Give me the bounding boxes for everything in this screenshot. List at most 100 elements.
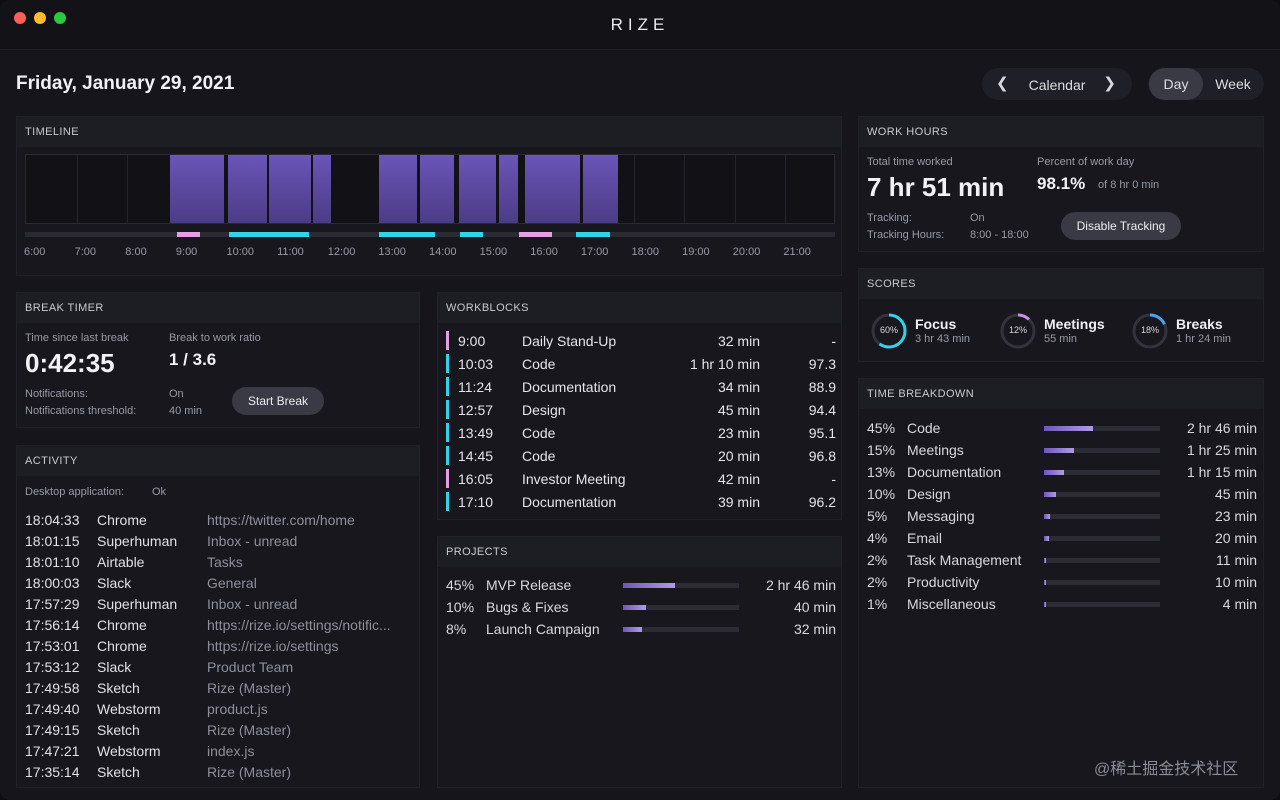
score-ring-fill [871,313,907,349]
breakdown-row[interactable]: 10% Design 45 min [859,486,1263,506]
breakdown-bar-fill [1044,448,1074,453]
timeline-activity-block[interactable] [582,155,619,223]
timeline-chart[interactable] [25,154,835,224]
workblock-row[interactable]: 13:49 Code 23 min 95.1 [438,423,842,443]
breakdown-percent: 4% [867,530,888,546]
activity-row[interactable]: 17:49:58 Sketch Rize (Master) [17,680,419,700]
breakdown-row[interactable]: 1% Miscellaneous 4 min [859,596,1263,616]
score-item-focus[interactable]: 60% Focus 3 hr 43 min [871,313,991,351]
workblocks-title: WORKBLOCKS [438,293,841,323]
watermark: @稀土掘金技术社区 [1094,761,1239,778]
timeline-workblock-marker[interactable] [229,232,286,237]
timeline-activity-block[interactable] [524,155,581,223]
timeline-gridline [684,155,686,223]
project-row[interactable]: 10% Bugs & Fixes 40 min [438,599,842,619]
breakdown-row[interactable]: 15% Meetings 1 hr 25 min [859,442,1263,462]
activity-row[interactable]: 17:49:40 Webstorm product.js [17,701,419,721]
timeline-workblock-marker[interactable] [176,232,200,237]
activity-row[interactable]: 17:56:14 Chrome https://rize.io/settings/n… [17,617,419,637]
score-item-breaks[interactable]: 18% Breaks 1 hr 24 min [1132,313,1252,351]
workblock-name: Code [522,425,556,441]
workblock-row[interactable]: 16:05 Investor Meeting 42 min - [438,469,842,489]
breakdown-row[interactable]: 2% Task Management 11 min [859,552,1263,572]
project-row[interactable]: 45% MVP Release 2 hr 46 min [438,577,842,597]
notifications-value: On [169,388,184,400]
project-row[interactable]: 8% Launch Campaign 32 min [438,621,842,641]
timeline-workblock-marker[interactable] [379,232,413,237]
activity-row[interactable]: 17:53:12 Slack Product Team [17,659,419,679]
activity-time: 17:49:58 [25,680,80,696]
timeline-tick-label: 15:00 [479,246,508,258]
timeline-activity-block[interactable] [170,155,225,223]
breakdown-bar-fill [1044,470,1064,475]
breakdown-row[interactable]: 4% Email 20 min [859,530,1263,550]
timeline-workblock-marker[interactable] [518,232,553,237]
score-time: 3 hr 43 min [915,333,971,345]
activity-app: Airtable [97,554,145,570]
timeline-workblock-marker[interactable] [575,232,610,237]
start-break-button[interactable]: Start Break [232,387,324,415]
activity-detail: https://rize.io/settings/notific... [207,617,391,633]
score-item-meetings[interactable]: 12% Meetings 55 min [1000,313,1120,351]
activity-app: Webstorm [97,701,161,717]
breakdown-bar-fill [1044,514,1050,519]
disable-tracking-button[interactable]: Disable Tracking [1061,212,1181,240]
timeline-workblock-marker[interactable] [278,232,310,237]
close-window-button[interactable] [14,12,26,24]
activity-row[interactable]: 17:35:14 Sketch Rize (Master) [17,764,419,784]
workblock-score: - [831,471,836,487]
timeline-activity-block[interactable] [499,155,519,223]
timeline-panel: TIMELINE 6:00 7:00 8:00 9:00 10:00 11:00 12:00… [16,116,842,276]
workblock-row[interactable]: 10:03 Code 1 hr 10 min 97.3 [438,354,842,374]
breakdown-row[interactable]: 45% Code 2 hr 46 min [859,420,1263,440]
activity-row[interactable]: 17:47:21 Webstorm index.js [17,743,419,763]
activity-row[interactable]: 17:53:01 Chrome https://rize.io/settings [17,638,419,658]
maximize-window-button[interactable] [54,12,66,24]
week-view-button[interactable]: Week [1215,76,1251,92]
activity-row[interactable]: 18:01:10 Airtable Tasks [17,554,419,574]
breakdown-category: Code [907,420,941,436]
activity-app: Superhuman [97,596,178,612]
app-title: RIZE [610,15,670,34]
breakdown-row[interactable]: 2% Productivity 10 min [859,574,1263,594]
activity-row[interactable]: 18:01:15 Superhuman Inbox - unread [17,533,419,553]
previous-day-icon[interactable]: ❮ [996,75,1009,92]
project-time: 32 min [793,621,836,637]
breakdown-row[interactable]: 5% Messaging 23 min [859,508,1263,528]
activity-detail: https://twitter.com/home [207,512,355,528]
workblock-row[interactable]: 12:57 Design 45 min 94.4 [438,400,842,420]
work-hours-title: WORK HOURS [859,117,1263,147]
minimize-window-button[interactable] [34,12,46,24]
workblock-row[interactable]: 11:24 Documentation 34 min 88.9 [438,377,842,397]
timeline-activity-block[interactable] [458,155,496,223]
activity-row[interactable]: 17:49:15 Sketch Rize (Master) [17,722,419,742]
timeline-activity-block[interactable] [227,155,267,223]
project-bar-fill [623,583,675,588]
calendar-button[interactable]: Calendar [1028,77,1086,93]
breakdown-row[interactable]: 13% Documentation 1 hr 15 min [859,464,1263,484]
timeline-activity-block[interactable] [419,155,454,223]
workblock-row[interactable]: 14:45 Code 20 min 96.8 [438,446,842,466]
total-time-label: Total time worked [867,156,953,168]
day-view-button[interactable]: Day [1149,68,1203,100]
workblock-duration: 1 hr 10 min [689,356,760,372]
score-ring [1132,313,1168,349]
next-day-icon[interactable]: ❯ [1103,75,1116,92]
notifications-threshold-value: 40 min [169,405,203,417]
timeline-activity-block[interactable] [269,155,311,223]
page-date: Friday, January 29, 2021 [16,73,235,94]
activity-row[interactable]: 18:04:33 Chrome https://twitter.com/home [17,512,419,532]
timeline-activity-block[interactable] [378,155,417,223]
timeline-workblock-marker[interactable] [460,232,484,237]
activity-row[interactable]: 18:00:03 Slack General [17,575,419,595]
activity-time: 17:53:12 [25,659,80,675]
breakdown-category: Miscellaneous [907,596,996,612]
workblock-row[interactable]: 17:10 Documentation 39 min 96.2 [438,492,842,512]
break-timer-title: BREAK TIMER [17,293,419,323]
timeline-activity-block[interactable] [313,155,331,223]
breakdown-bar-fill [1044,536,1049,541]
breakdown-bar-fill [1044,602,1046,607]
workblock-row[interactable]: 9:00 Daily Stand-Up 32 min - [438,331,842,351]
activity-row[interactable]: 17:57:29 Superhuman Inbox - unread [17,596,419,616]
timeline-workblock-marker[interactable] [408,232,435,237]
